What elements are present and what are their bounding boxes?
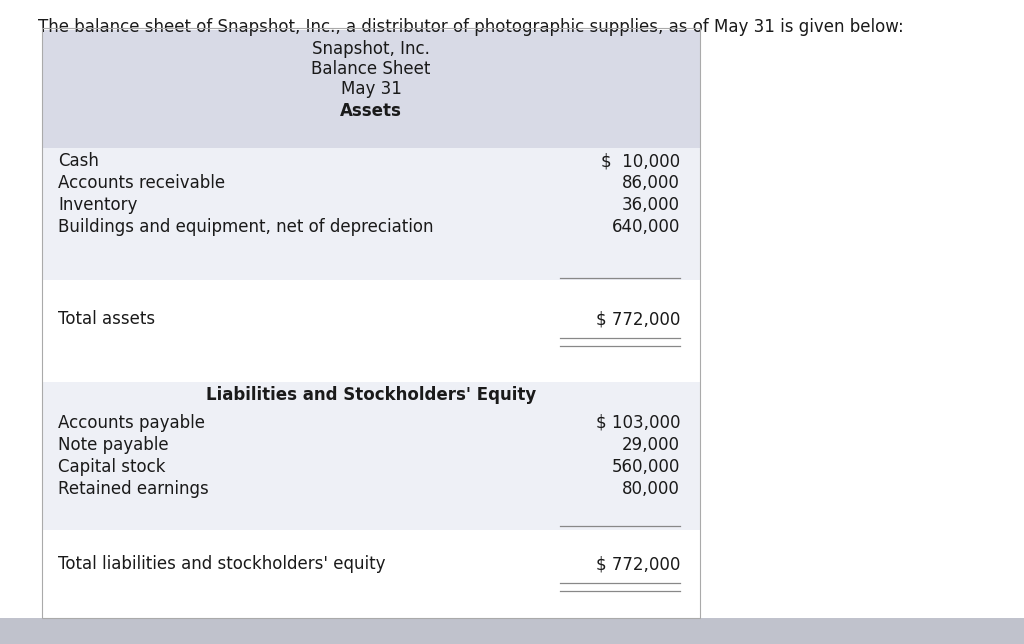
Text: 80,000: 80,000 — [623, 480, 680, 498]
FancyBboxPatch shape — [42, 280, 700, 360]
Text: $ 103,000: $ 103,000 — [596, 414, 680, 432]
Text: 86,000: 86,000 — [623, 174, 680, 192]
Text: $  10,000: $ 10,000 — [601, 152, 680, 170]
Text: Capital stock: Capital stock — [58, 458, 166, 476]
Text: 560,000: 560,000 — [611, 458, 680, 476]
FancyBboxPatch shape — [42, 148, 700, 280]
FancyBboxPatch shape — [42, 360, 700, 382]
Text: $ 772,000: $ 772,000 — [596, 310, 680, 328]
Text: Cash: Cash — [58, 152, 99, 170]
Text: Buildings and equipment, net of depreciation: Buildings and equipment, net of deprecia… — [58, 218, 433, 236]
Text: Assets: Assets — [340, 102, 402, 120]
Text: Balance Sheet: Balance Sheet — [311, 60, 431, 78]
Text: Retained earnings: Retained earnings — [58, 480, 209, 498]
Text: Liabilities and Stockholders' Equity: Liabilities and Stockholders' Equity — [206, 386, 537, 404]
FancyBboxPatch shape — [42, 30, 700, 148]
FancyBboxPatch shape — [0, 618, 1024, 644]
FancyBboxPatch shape — [42, 382, 700, 530]
Text: The balance sheet of Snapshot, Inc., a distributor of photographic supplies, as : The balance sheet of Snapshot, Inc., a d… — [38, 18, 904, 36]
Text: May 31: May 31 — [341, 80, 401, 98]
Text: 36,000: 36,000 — [622, 196, 680, 214]
Text: 640,000: 640,000 — [611, 218, 680, 236]
FancyBboxPatch shape — [42, 530, 700, 608]
Text: Total assets: Total assets — [58, 310, 155, 328]
Text: Accounts receivable: Accounts receivable — [58, 174, 225, 192]
Text: Inventory: Inventory — [58, 196, 137, 214]
Text: 29,000: 29,000 — [622, 436, 680, 454]
Text: Note payable: Note payable — [58, 436, 169, 454]
Text: Total liabilities and stockholders' equity: Total liabilities and stockholders' equi… — [58, 555, 385, 573]
Text: Snapshot, Inc.: Snapshot, Inc. — [312, 40, 430, 58]
Text: Accounts payable: Accounts payable — [58, 414, 205, 432]
Text: $ 772,000: $ 772,000 — [596, 555, 680, 573]
